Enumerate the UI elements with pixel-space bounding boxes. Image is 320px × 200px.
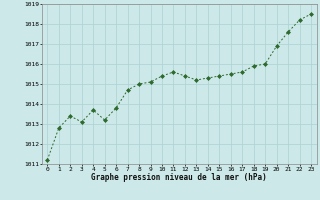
- X-axis label: Graphe pression niveau de la mer (hPa): Graphe pression niveau de la mer (hPa): [91, 173, 267, 182]
